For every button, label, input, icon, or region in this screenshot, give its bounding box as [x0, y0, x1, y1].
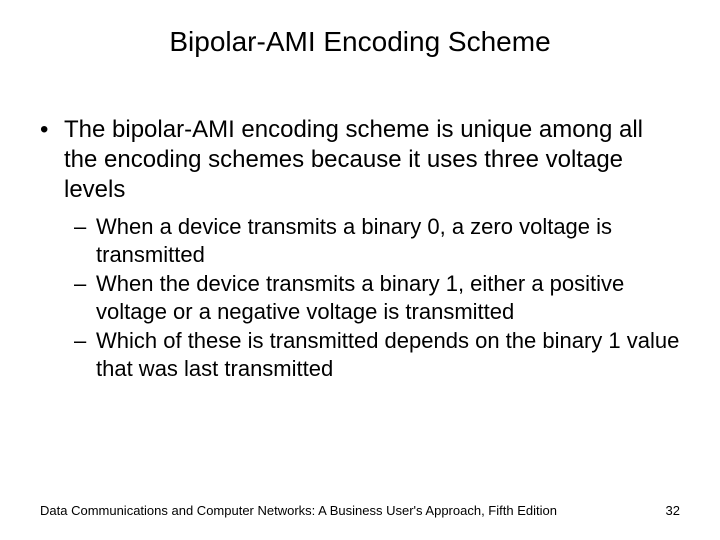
bullet-text: When a device transmits a binary 0, a ze… — [96, 213, 680, 268]
slide-footer: Data Communications and Computer Network… — [40, 503, 680, 518]
bullet-level2: – When a device transmits a binary 0, a … — [74, 213, 680, 268]
bullet-level2: – Which of these is transmitted depends … — [74, 327, 680, 382]
slide-title: Bipolar-AMI Encoding Scheme — [0, 26, 720, 58]
dash-marker-icon: – — [74, 270, 96, 325]
dash-marker-icon: – — [74, 213, 96, 268]
bullet-text: The bipolar-AMI encoding scheme is uniqu… — [64, 115, 680, 205]
bullet-text: When the device transmits a binary 1, ei… — [96, 270, 680, 325]
bullet-level1: • The bipolar-AMI encoding scheme is uni… — [40, 115, 680, 205]
slide-body: • The bipolar-AMI encoding scheme is uni… — [40, 115, 680, 384]
footer-source: Data Communications and Computer Network… — [40, 503, 557, 518]
dash-marker-icon: – — [74, 327, 96, 382]
page-number: 32 — [666, 503, 680, 518]
bullet-text: Which of these is transmitted depends on… — [96, 327, 680, 382]
bullet-marker-icon: • — [40, 115, 64, 205]
bullet-level2: – When the device transmits a binary 1, … — [74, 270, 680, 325]
slide: Bipolar-AMI Encoding Scheme • The bipola… — [0, 0, 720, 540]
